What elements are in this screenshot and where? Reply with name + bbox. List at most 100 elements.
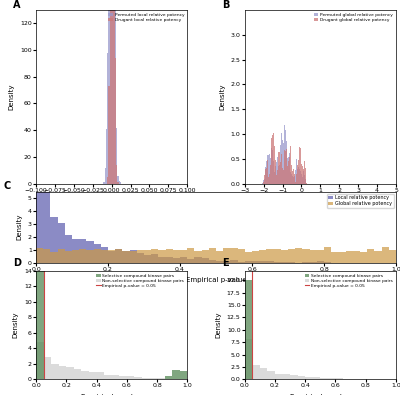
Empirical p-value = 0.05 xyxy=(41,377,46,382)
Empirical p-value = 0.05 xyxy=(250,377,255,382)
Legend: Local relative potency, Global relative potency: Local relative potency, Global relative … xyxy=(327,194,394,208)
Bar xyxy=(164,376,172,379)
Bar xyxy=(328,378,336,379)
Bar xyxy=(180,250,187,263)
Bar xyxy=(252,365,260,379)
Bar xyxy=(164,378,172,379)
Y-axis label: Density: Density xyxy=(8,83,14,110)
Bar xyxy=(230,248,238,263)
Legend: Permuted local relative potency, Drugant local relative potency: Permuted local relative potency, Drugant… xyxy=(108,12,185,23)
Bar xyxy=(223,261,230,263)
Bar xyxy=(282,140,283,184)
Bar xyxy=(281,154,282,184)
Bar xyxy=(65,251,72,263)
Bar xyxy=(302,262,310,263)
Bar xyxy=(295,248,302,263)
Bar xyxy=(275,166,276,184)
Bar xyxy=(281,261,288,263)
Bar xyxy=(122,251,130,263)
Bar xyxy=(360,252,367,263)
Bar xyxy=(202,258,209,263)
Bar xyxy=(275,374,282,379)
Bar xyxy=(89,372,96,379)
Bar xyxy=(298,160,299,184)
Bar xyxy=(216,261,223,263)
Bar xyxy=(194,250,202,263)
Bar xyxy=(283,170,284,184)
Bar xyxy=(291,165,292,184)
Bar xyxy=(157,378,164,379)
Bar xyxy=(36,39,43,263)
Bar xyxy=(173,250,180,263)
Bar xyxy=(245,280,252,379)
Bar xyxy=(172,371,180,379)
Bar xyxy=(291,174,292,184)
Bar xyxy=(278,152,279,184)
Bar xyxy=(187,260,194,263)
Bar xyxy=(264,172,265,184)
Bar xyxy=(216,251,223,263)
Bar xyxy=(151,249,158,263)
Bar xyxy=(267,160,268,184)
Bar xyxy=(137,254,144,263)
Bar xyxy=(296,159,297,184)
Bar xyxy=(296,174,297,184)
Bar xyxy=(111,0,112,184)
Bar xyxy=(301,164,302,184)
Bar xyxy=(276,162,277,184)
Bar xyxy=(267,155,268,184)
Bar xyxy=(259,250,266,263)
Bar xyxy=(180,257,187,263)
Bar xyxy=(86,241,94,263)
Bar xyxy=(302,249,310,263)
Bar xyxy=(297,169,298,184)
Bar xyxy=(137,250,144,263)
Text: B: B xyxy=(222,0,230,10)
Bar xyxy=(72,250,79,263)
Bar xyxy=(158,257,166,263)
Bar xyxy=(288,162,289,184)
Bar xyxy=(305,377,313,379)
Bar xyxy=(271,138,272,184)
Bar xyxy=(303,171,304,184)
Bar xyxy=(294,176,295,184)
Bar xyxy=(279,152,280,184)
Bar xyxy=(230,260,238,263)
Bar xyxy=(299,156,300,184)
Bar xyxy=(389,250,396,263)
Bar xyxy=(119,376,127,379)
Bar xyxy=(271,148,272,184)
Bar xyxy=(331,252,338,263)
Bar xyxy=(150,378,157,379)
Bar xyxy=(295,170,296,184)
Bar xyxy=(51,364,59,379)
Bar xyxy=(101,247,108,263)
Bar xyxy=(302,166,303,184)
Bar xyxy=(265,167,266,184)
Legend: Permuted global relative potency, Drugant global relative potency: Permuted global relative potency, Drugan… xyxy=(313,12,394,23)
Text: E: E xyxy=(222,258,229,268)
Bar xyxy=(290,375,298,379)
Bar xyxy=(252,251,259,263)
Bar xyxy=(382,247,389,263)
Bar xyxy=(194,257,202,263)
Bar xyxy=(115,249,122,263)
Bar xyxy=(110,0,111,184)
Bar xyxy=(180,371,187,379)
Bar xyxy=(94,244,101,263)
Bar xyxy=(127,376,134,379)
Bar xyxy=(269,175,270,184)
Bar xyxy=(266,249,274,263)
Y-axis label: Density: Density xyxy=(219,83,225,110)
Bar xyxy=(115,58,116,184)
Bar xyxy=(112,0,114,184)
Bar xyxy=(299,167,300,184)
Empirical p-value = 0.05 xyxy=(250,372,255,377)
Bar xyxy=(44,357,51,379)
Text: A: A xyxy=(13,0,21,10)
Bar xyxy=(274,249,281,263)
Bar xyxy=(288,249,295,263)
Bar xyxy=(283,143,284,184)
Bar xyxy=(278,166,279,184)
Bar xyxy=(166,248,173,263)
